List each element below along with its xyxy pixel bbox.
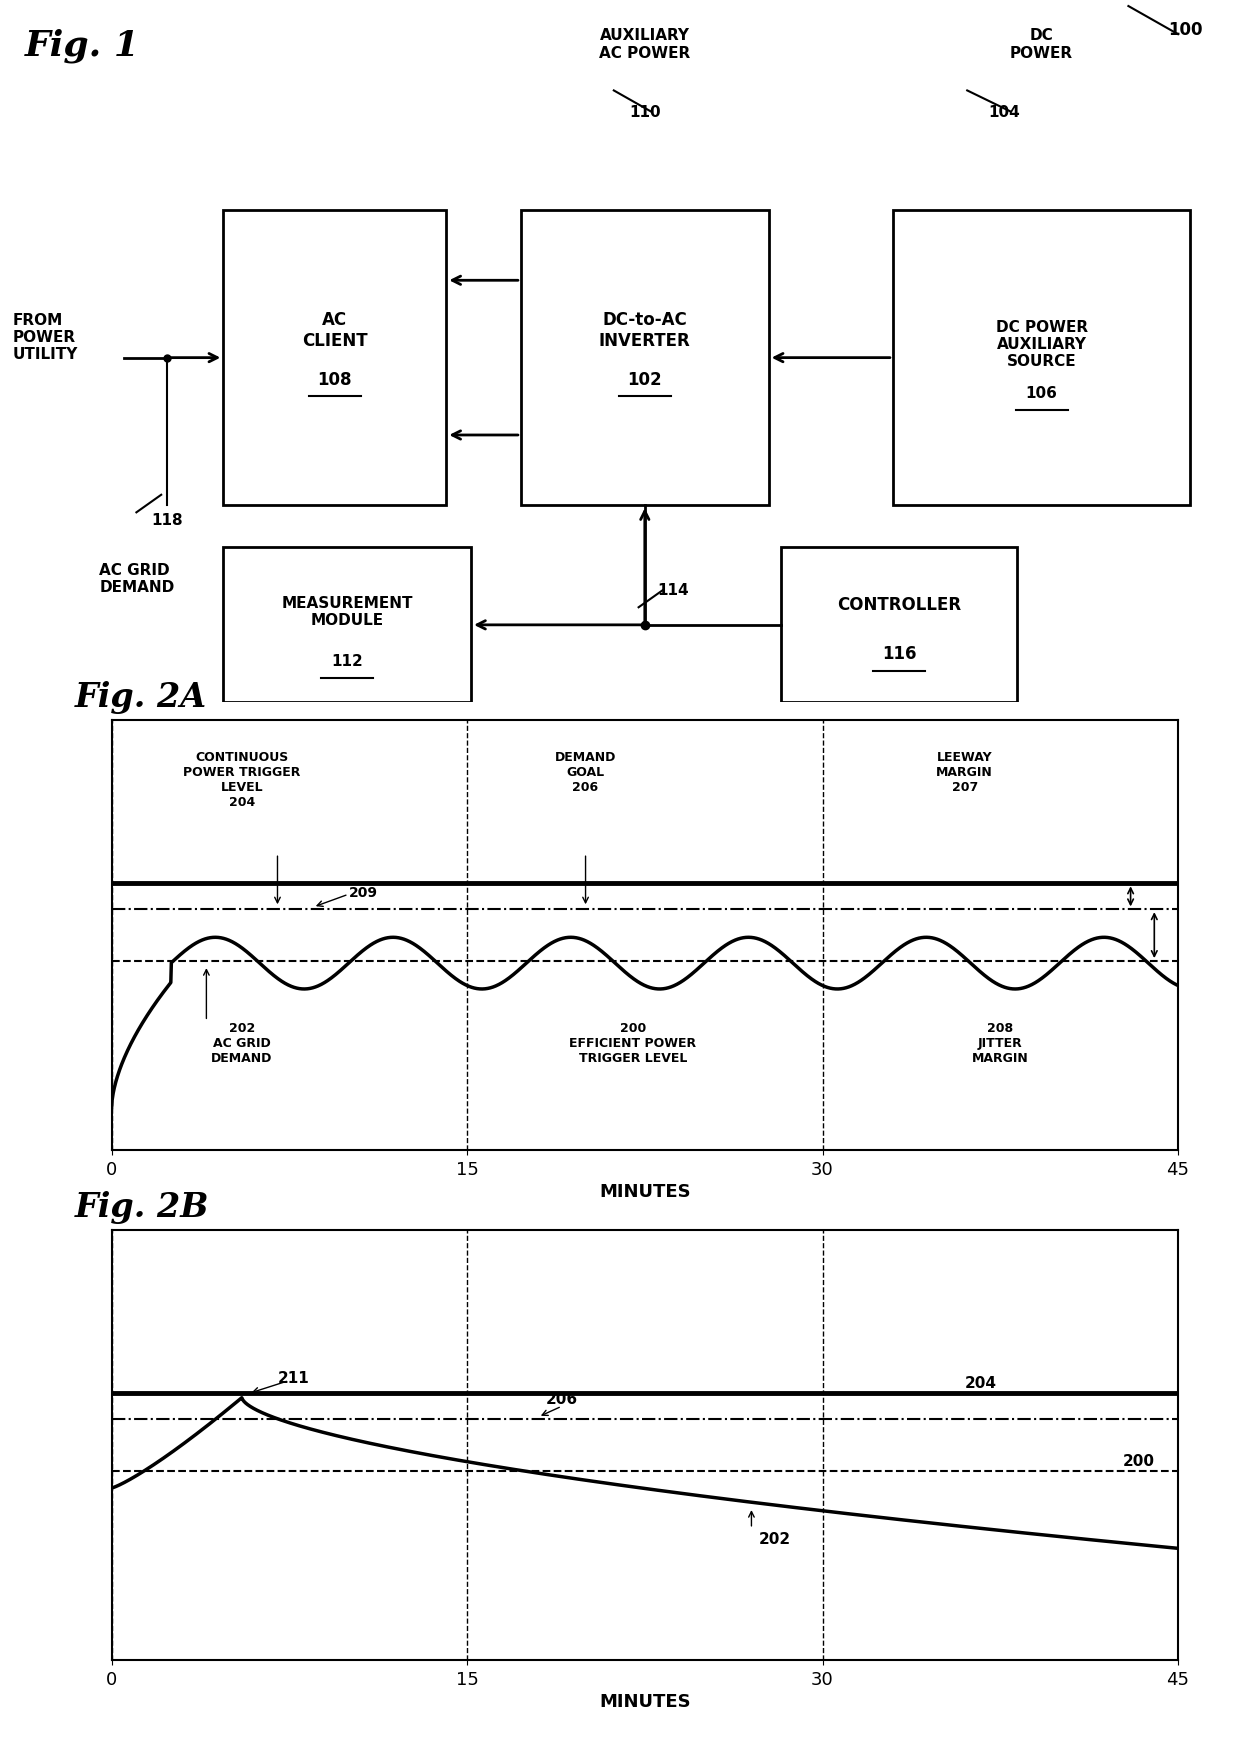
Text: FROM
POWER
UTILITY: FROM POWER UTILITY — [12, 313, 78, 362]
Bar — [521, 211, 769, 506]
X-axis label: MINUTES: MINUTES — [599, 1692, 691, 1710]
Text: DEMAND
GOAL
206: DEMAND GOAL 206 — [554, 750, 616, 794]
Text: Fig. 2B: Fig. 2B — [74, 1189, 208, 1223]
X-axis label: MINUTES: MINUTES — [599, 1182, 691, 1200]
Text: AC
CLIENT: AC CLIENT — [303, 311, 367, 350]
Text: 204: 204 — [965, 1376, 997, 1390]
Text: 202: 202 — [759, 1530, 791, 1546]
Text: MEASUREMENT
MODULE: MEASUREMENT MODULE — [281, 596, 413, 627]
Text: 112: 112 — [331, 654, 363, 668]
Text: Fig. 2A: Fig. 2A — [74, 680, 207, 713]
Text: 202
AC GRID
DEMAND: 202 AC GRID DEMAND — [211, 1023, 273, 1065]
Text: 114: 114 — [657, 583, 689, 597]
Text: CONTROLLER: CONTROLLER — [837, 596, 961, 613]
Bar — [893, 211, 1190, 506]
Text: DC-to-AC
INVERTER: DC-to-AC INVERTER — [599, 311, 691, 350]
Text: DC
POWER: DC POWER — [1011, 28, 1073, 60]
Text: 116: 116 — [882, 645, 916, 662]
Bar — [223, 211, 446, 506]
Text: AC GRID
DEMAND: AC GRID DEMAND — [99, 562, 175, 594]
Text: 208
JITTER
MARGIN: 208 JITTER MARGIN — [972, 1023, 1029, 1065]
Text: 200: 200 — [1122, 1453, 1154, 1467]
Text: 211: 211 — [278, 1370, 309, 1385]
Text: Fig. 1: Fig. 1 — [25, 28, 140, 63]
Text: 209: 209 — [348, 886, 377, 900]
Text: AUXILIARY
AC POWER: AUXILIARY AC POWER — [599, 28, 691, 60]
Bar — [223, 548, 471, 703]
Text: 102: 102 — [627, 371, 662, 388]
Bar — [781, 548, 1017, 703]
Text: DC POWER
AUXILIARY
SOURCE: DC POWER AUXILIARY SOURCE — [996, 320, 1087, 369]
Text: 206: 206 — [546, 1392, 578, 1406]
Text: 108: 108 — [317, 371, 352, 388]
Text: 104: 104 — [988, 105, 1021, 121]
Text: CONTINUOUS
POWER TRIGGER
LEVEL
204: CONTINUOUS POWER TRIGGER LEVEL 204 — [184, 750, 300, 808]
Text: LEEWAY
MARGIN
207: LEEWAY MARGIN 207 — [936, 750, 993, 794]
Text: 100: 100 — [1168, 21, 1203, 39]
Text: 106: 106 — [1025, 387, 1058, 401]
Text: 200
EFFICIENT POWER
TRIGGER LEVEL: 200 EFFICIENT POWER TRIGGER LEVEL — [569, 1023, 697, 1065]
Text: 110: 110 — [629, 105, 661, 121]
Text: 118: 118 — [151, 513, 184, 529]
